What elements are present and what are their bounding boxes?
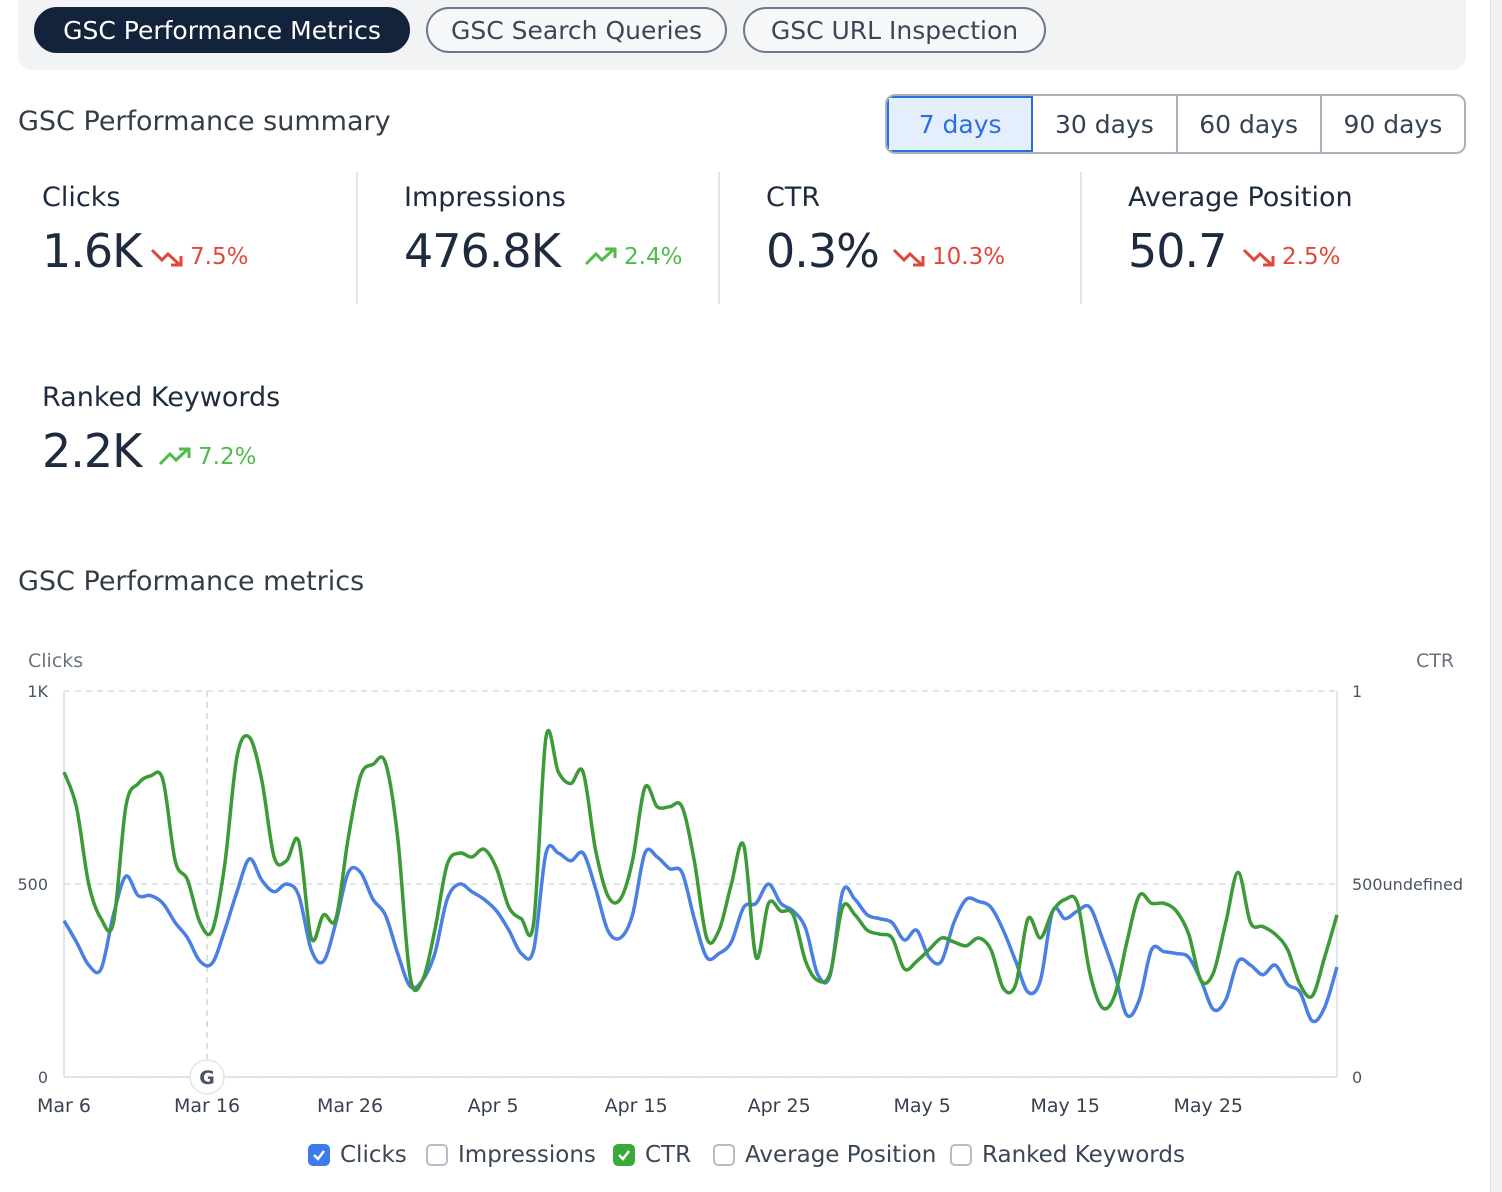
- page-scrollbar[interactable]: [1490, 0, 1502, 1192]
- tab-gsc-url-inspection[interactable]: GSC URL Inspection: [743, 7, 1046, 53]
- metric-label: Average Position: [1128, 182, 1353, 213]
- tab-gsc-performance-metrics[interactable]: GSC Performance Metrics: [34, 7, 410, 53]
- metric-value: 0.3%: [766, 224, 880, 278]
- checkbox-average-position[interactable]: [713, 1144, 735, 1166]
- ctr-series-line: [62, 728, 1339, 1011]
- metric-value: 50.7: [1128, 224, 1227, 278]
- metric-divider: [356, 172, 358, 304]
- chart-title: GSC Performance metrics: [18, 566, 365, 597]
- clicks-series-line: [62, 843, 1339, 1024]
- check-icon: [313, 1150, 325, 1161]
- left-tick-label: 500: [17, 875, 48, 894]
- checkbox-clicks[interactable]: [308, 1144, 330, 1166]
- metric-value: 1.6K: [42, 224, 142, 278]
- x-tick-label: Mar 6: [37, 1095, 91, 1117]
- check-icon: [618, 1150, 630, 1161]
- trending-down-icon: [1242, 248, 1275, 267]
- legend-average-position[interactable]: Average Position: [713, 1142, 936, 1168]
- legend-ranked-keywords[interactable]: Ranked Keywords: [950, 1142, 1185, 1168]
- metric-change: 7.2%: [158, 444, 256, 470]
- metric-divider: [1080, 172, 1082, 304]
- left-tick-label: 0: [38, 1068, 48, 1087]
- right-axis-title: CTR: [1416, 650, 1455, 672]
- metric-change: 2.5%: [1242, 244, 1340, 270]
- metric-change: 2.4%: [584, 244, 682, 270]
- legend-label: Ranked Keywords: [982, 1142, 1185, 1168]
- x-tick-label: Mar 16: [174, 1095, 240, 1117]
- legend-clicks[interactable]: Clicks: [308, 1142, 407, 1168]
- metric-value: 2.2K: [42, 424, 142, 478]
- metric-change-value: 7.2%: [198, 444, 257, 470]
- legend-label: Clicks: [340, 1142, 407, 1168]
- trending-down-icon: [892, 248, 925, 267]
- x-tick-label: Apr 15: [605, 1095, 668, 1117]
- metric-change-value: 10.3%: [932, 244, 1006, 270]
- google-marker: [189, 1059, 225, 1095]
- metric-change-value: 2.4%: [624, 244, 683, 270]
- range-60-days-button[interactable]: 60 days: [1177, 96, 1322, 152]
- google-g-icon: G: [199, 1067, 215, 1089]
- metric-label: Clicks: [42, 182, 121, 213]
- right-tick-label: 1: [1352, 682, 1362, 701]
- x-tick-label: May 15: [1030, 1095, 1100, 1117]
- metric-change-value: 2.5%: [1282, 244, 1341, 270]
- legend-label: Average Position: [745, 1142, 937, 1168]
- x-tick-label: May 5: [893, 1095, 950, 1117]
- range-30-days-button[interactable]: 30 days: [1033, 96, 1178, 152]
- range-90-days-button[interactable]: 90 days: [1321, 96, 1464, 152]
- checkbox-impressions[interactable]: [426, 1144, 448, 1166]
- legend-label: Impressions: [458, 1142, 596, 1168]
- checkbox-ctr[interactable]: [613, 1144, 635, 1166]
- chart-legend: Clicks Impressions CTR Average Position …: [0, 1142, 1502, 1172]
- legend-ctr[interactable]: CTR: [613, 1142, 691, 1168]
- range-7-days-button[interactable]: 7 days: [887, 96, 1034, 152]
- left-tick-label: 1K: [27, 682, 48, 701]
- tab-gsc-search-queries[interactable]: GSC Search Queries: [426, 7, 727, 53]
- metric-change: 7.5%: [150, 244, 248, 270]
- metric-change: 10.3%: [892, 244, 1005, 270]
- trending-down-icon: [150, 248, 183, 267]
- trending-up-icon: [584, 247, 617, 266]
- metric-label: Ranked Keywords: [42, 382, 281, 413]
- x-tick-label: Mar 26: [317, 1095, 383, 1117]
- metric-label: CTR: [766, 182, 821, 213]
- legend-impressions[interactable]: Impressions: [426, 1142, 596, 1168]
- x-tick-label: Apr 25: [748, 1095, 811, 1117]
- date-range-selector: 7 days 30 days 60 days 90 days: [885, 94, 1466, 154]
- x-tick-label: Apr 5: [468, 1095, 519, 1117]
- summary-title: GSC Performance summary: [18, 106, 391, 137]
- right-tick-label: 0: [1352, 1068, 1362, 1087]
- legend-label: CTR: [645, 1142, 692, 1168]
- metric-label: Impressions: [404, 182, 566, 213]
- metric-divider: [718, 172, 720, 304]
- performance-chart[interactable]: 0 500 1K 0 500undefined 1 Mar 6 Mar 16 Mar 26 Apr…: [0, 640, 1490, 1130]
- right-tick-label: 500undefined: [1352, 875, 1463, 894]
- checkbox-ranked-keywords[interactable]: [950, 1144, 972, 1166]
- left-axis-title: Clicks: [28, 650, 84, 672]
- metric-value: 476.8K: [404, 224, 561, 278]
- metric-change-value: 7.5%: [190, 244, 249, 270]
- trending-up-icon: [158, 447, 191, 466]
- x-tick-label: May 25: [1174, 1095, 1244, 1117]
